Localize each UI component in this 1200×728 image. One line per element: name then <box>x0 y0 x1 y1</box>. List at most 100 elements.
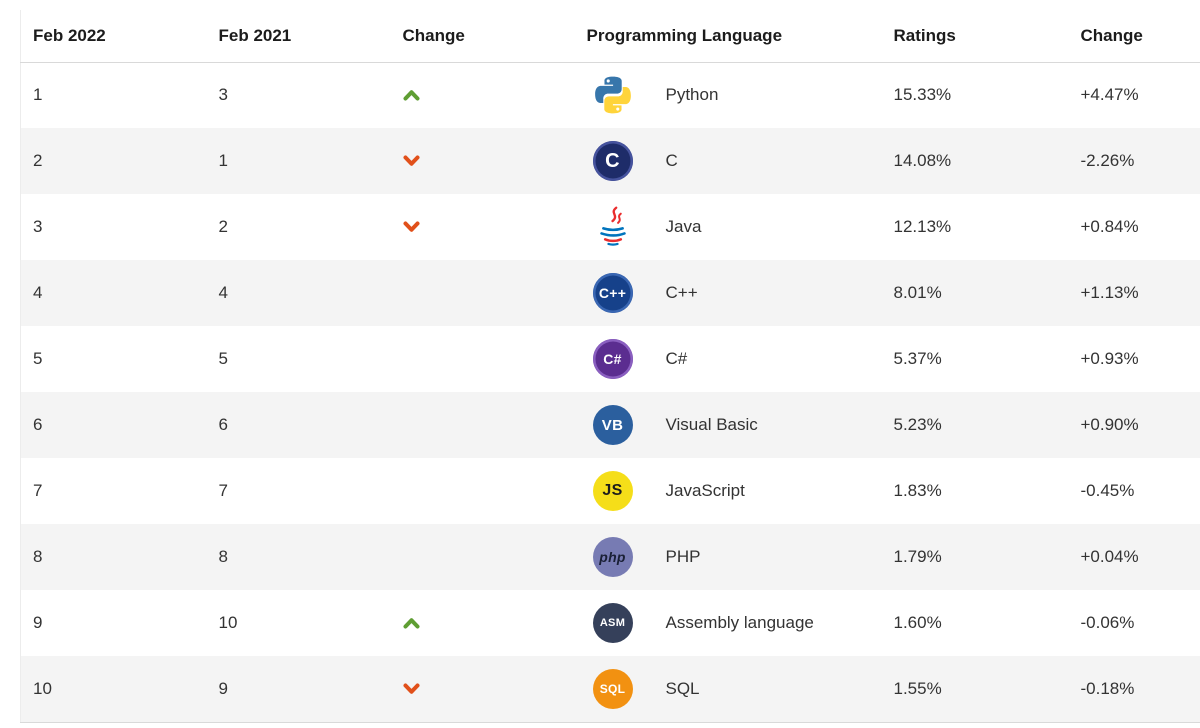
visual-basic-icon: VB <box>592 405 633 445</box>
header-ratings: Ratings <box>881 10 1069 63</box>
table-body: 1 3 Python 15.33% +4.47% 2 1 C C 14.08% … <box>20 62 1200 722</box>
change-value: -0.06% <box>1080 613 1135 632</box>
rank-2022: 3 <box>33 217 43 236</box>
ratings-value: 1.55% <box>893 678 942 698</box>
change-cell: +0.84% <box>1069 194 1200 260</box>
php-icon: php <box>592 537 633 577</box>
ratings-value: 8.01% <box>893 283 942 302</box>
rank-2022: 9 <box>33 613 43 632</box>
language-name: C# <box>665 349 688 368</box>
rank-2021-cell: 7 <box>207 458 391 524</box>
rank-2022-cell: 1 <box>21 62 207 128</box>
ratings-value: 15.33% <box>893 85 952 105</box>
language-cell: SQL SQL <box>575 656 882 722</box>
change-cell: +1.13% <box>1069 260 1200 326</box>
change-cell: +4.47% <box>1069 62 1200 128</box>
rank-2021: 4 <box>218 283 228 302</box>
change-cell: -0.45% <box>1069 458 1200 524</box>
change-value: +4.47% <box>1080 85 1139 105</box>
language-icon-box: SQL <box>587 668 639 709</box>
rank-2022-cell: 9 <box>21 590 207 656</box>
change-value: -0.18% <box>1080 678 1135 698</box>
rank-2022-cell: 3 <box>21 194 207 260</box>
rank-2022: 7 <box>33 481 43 500</box>
ratings-cell: 1.60% <box>882 590 1069 656</box>
ratings-cell: 1.83% <box>882 458 1069 524</box>
ratings-cell: 5.23% <box>882 392 1069 458</box>
language-cell: C# C# <box>575 326 882 392</box>
change-cell: +0.93% <box>1069 326 1200 392</box>
c-logo-icon: C <box>592 141 633 181</box>
change-value: -2.26% <box>1080 151 1135 170</box>
language-cell-inner: C++ C++ <box>587 273 870 313</box>
language-icon-box <box>587 73 639 117</box>
change-value: +0.04% <box>1080 547 1139 566</box>
rank-2021-cell: 6 <box>207 392 391 458</box>
ratings-value: 1.79% <box>893 547 942 566</box>
language-icon-box <box>587 205 639 249</box>
rank-2021-cell: 5 <box>207 326 391 392</box>
rank-2022-cell: 10 <box>21 656 207 722</box>
language-icon-box: C++ <box>587 273 639 313</box>
table-row: 8 8 php PHP 1.79% +0.04% <box>20 524 1200 590</box>
change-direction-cell <box>391 194 575 260</box>
rank-2021: 3 <box>218 85 228 105</box>
language-cell-inner: C# C# <box>587 339 870 379</box>
language-name: Assembly language <box>665 613 814 632</box>
language-cell: php PHP <box>575 524 882 590</box>
rank-2022: 6 <box>33 415 43 434</box>
rank-2022-cell: 7 <box>21 458 207 524</box>
table-row: 5 5 C# C# 5.37% +0.93% <box>21 326 1200 392</box>
table-row: 6 6 VB Visual Basic 5.23% +0.90% <box>20 392 1200 458</box>
rank-2021: 1 <box>218 151 228 170</box>
ratings-value: 5.23% <box>893 415 942 434</box>
rank-2022: 10 <box>33 678 52 698</box>
change-value: +0.84% <box>1080 217 1139 236</box>
change-direction-cell <box>391 524 575 590</box>
rank-2021-cell: 2 <box>207 194 391 260</box>
change-value: +1.13% <box>1080 283 1139 302</box>
language-cell-inner: JS JavaScript <box>587 471 870 511</box>
rank-2021-cell: 9 <box>207 656 391 722</box>
header-feb-2021: Feb 2021 <box>206 10 391 63</box>
csharp-logo-icon: C# <box>592 339 633 379</box>
table-row: 2 1 C C 14.08% -2.26% <box>20 128 1200 194</box>
language-icon-box: JS <box>587 471 639 511</box>
language-name: SQL <box>665 678 700 698</box>
rank-2021: 7 <box>218 481 228 500</box>
arrow-up-icon <box>403 618 419 629</box>
rank-2022: 8 <box>33 547 43 566</box>
ratings-cell: 15.33% <box>882 62 1069 128</box>
sql-icon: SQL <box>592 668 633 709</box>
change-direction-cell <box>391 656 575 722</box>
language-cell-inner: C C <box>587 141 870 181</box>
rank-2021: 2 <box>218 217 228 236</box>
language-icon-box: php <box>587 537 639 577</box>
table-header-row: Feb 2022 Feb 2021 Change Programming Lan… <box>20 10 1200 63</box>
header-feb-2022: Feb 2022 <box>20 10 207 63</box>
table-row: 3 2 Java 12.13% +0.84% <box>21 194 1200 260</box>
language-cell-inner: php PHP <box>587 537 870 577</box>
table-row: 4 4 C++ C++ 8.01% +1.13% <box>20 260 1200 326</box>
change-direction-cell <box>391 458 575 524</box>
table-row: 7 7 JS JavaScript 1.83% -0.45% <box>21 458 1200 524</box>
rank-2021: 5 <box>218 349 228 368</box>
change-cell: -0.06% <box>1069 590 1200 656</box>
language-cell: JS JavaScript <box>575 458 882 524</box>
language-cell-inner: Java <box>587 205 870 249</box>
ratings-cell: 14.08% <box>882 128 1069 194</box>
ratings-cell: 12.13% <box>882 194 1069 260</box>
rank-2022: 5 <box>33 349 43 368</box>
language-icon-box: ASM <box>587 603 639 643</box>
language-cell: ASM Assembly language <box>575 590 882 656</box>
language-icon-box: C# <box>587 339 639 379</box>
rank-2021: 9 <box>218 678 228 698</box>
language-cell: Python <box>575 62 882 128</box>
ratings-cell: 5.37% <box>882 326 1069 392</box>
rank-2022: 4 <box>33 283 43 302</box>
language-name: C++ <box>665 283 698 302</box>
change-direction-cell <box>391 62 575 128</box>
header-programming-language: Programming Language <box>574 10 882 63</box>
rank-2021-cell: 1 <box>207 128 391 194</box>
